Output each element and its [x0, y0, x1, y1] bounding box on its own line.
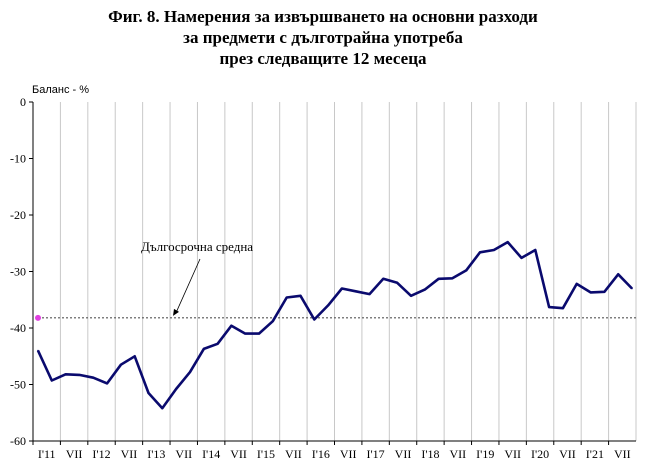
data-point	[341, 287, 343, 290]
chart-title-line-1: Фиг. 8. Намерения за извършването на осн…	[108, 7, 538, 26]
data-point	[133, 355, 136, 358]
data-point	[64, 373, 67, 376]
average-marker	[35, 314, 41, 321]
y-tick-label: -40	[10, 321, 26, 335]
data-point	[437, 278, 440, 280]
data-point	[423, 288, 426, 291]
data-point	[285, 296, 288, 299]
data-point	[368, 293, 371, 295]
data-point	[382, 278, 385, 280]
data-point	[244, 332, 247, 335]
data-point	[106, 382, 108, 385]
chart-title: Фиг. 8. Намерения за извършването на осн…	[0, 6, 646, 69]
series-group	[36, 240, 633, 410]
y-tick-label: -30	[10, 265, 26, 279]
data-point	[216, 343, 219, 345]
data-point	[603, 291, 606, 293]
data-point	[258, 332, 260, 335]
annotation-arrow-line	[175, 258, 201, 313]
data-point	[354, 290, 357, 293]
x-axis-ticks: I'11 VII I'12 VII I'13 VII I'14 VII I'15 VII I'16 V…	[32, 441, 631, 461]
x-tick-label: VII	[504, 447, 521, 461]
x-tick-label: VII	[285, 447, 302, 461]
x-tick-label: I'12	[92, 447, 110, 461]
average-annotation-label: Дългосрочна средна	[141, 239, 253, 254]
average-annotation: Дългосрочна средна	[141, 239, 253, 316]
x-tick-label: I'11	[38, 447, 56, 461]
y-axis-label: Баланс - %	[32, 84, 89, 96]
data-point	[589, 291, 592, 294]
data-point	[51, 379, 53, 382]
annotation-arrow-head	[173, 308, 179, 316]
x-tick-label: VII	[340, 447, 357, 461]
data-point	[479, 251, 481, 254]
x-tick-label: I'15	[257, 447, 275, 461]
data-point	[120, 363, 122, 366]
data-point	[92, 376, 95, 379]
y-tick-label: -10	[10, 152, 26, 166]
y-axis-ticks: 0 -10 -20 -30 -40 -50 -60	[10, 95, 33, 448]
y-tick-label: -60	[10, 434, 26, 448]
x-tick-label: VII	[121, 447, 138, 461]
data-point	[465, 269, 468, 272]
x-tick-label: VII	[175, 447, 192, 461]
data-point	[230, 324, 233, 327]
data-point	[631, 287, 633, 290]
x-tick-label: I'17	[367, 447, 385, 461]
data-point	[299, 294, 302, 297]
data-point	[548, 306, 550, 308]
x-tick-label: VII	[450, 447, 467, 461]
data-point	[161, 407, 164, 410]
data-point	[493, 249, 495, 251]
long-term-average	[35, 314, 636, 321]
series-line	[36, 240, 633, 410]
data-point	[506, 241, 509, 243]
data-point	[313, 318, 316, 321]
x-tick-label: I'18	[421, 447, 439, 461]
data-point	[520, 257, 523, 259]
data-point	[617, 273, 619, 276]
data-point	[327, 304, 329, 307]
x-tick-label: I'16	[312, 447, 330, 461]
vertical-gridlines	[32, 102, 637, 441]
x-tick-label: I'20	[531, 447, 549, 461]
x-tick-label: VII	[66, 447, 83, 461]
data-point	[175, 388, 177, 390]
x-tick-label: VII	[230, 447, 247, 461]
x-tick-label: I'14	[202, 447, 220, 461]
data-point	[189, 371, 191, 373]
data-point	[451, 277, 454, 280]
chart-title-line-3: през следващите 12 месеца	[219, 49, 427, 68]
x-tick-label: VII	[559, 447, 576, 461]
data-point	[272, 320, 274, 323]
data-point	[410, 294, 412, 297]
data-point	[562, 307, 564, 310]
data-point	[534, 249, 537, 251]
x-tick-label: I'21	[586, 447, 604, 461]
data-point	[396, 282, 398, 284]
data-point	[202, 348, 205, 350]
data-point	[147, 392, 150, 394]
y-tick-label: 0	[20, 95, 26, 109]
x-tick-label: VII	[395, 447, 412, 461]
data-point	[37, 349, 39, 352]
chart-title-line-2: за предмети с дълготрайна употреба	[183, 28, 463, 47]
x-tick-label: I'13	[147, 447, 165, 461]
data-point	[575, 283, 578, 285]
y-tick-label: -50	[10, 378, 26, 392]
x-tick-label: VII	[614, 447, 631, 461]
x-tick-label: I'19	[476, 447, 494, 461]
y-tick-label: -20	[10, 208, 26, 222]
data-point	[78, 374, 81, 376]
